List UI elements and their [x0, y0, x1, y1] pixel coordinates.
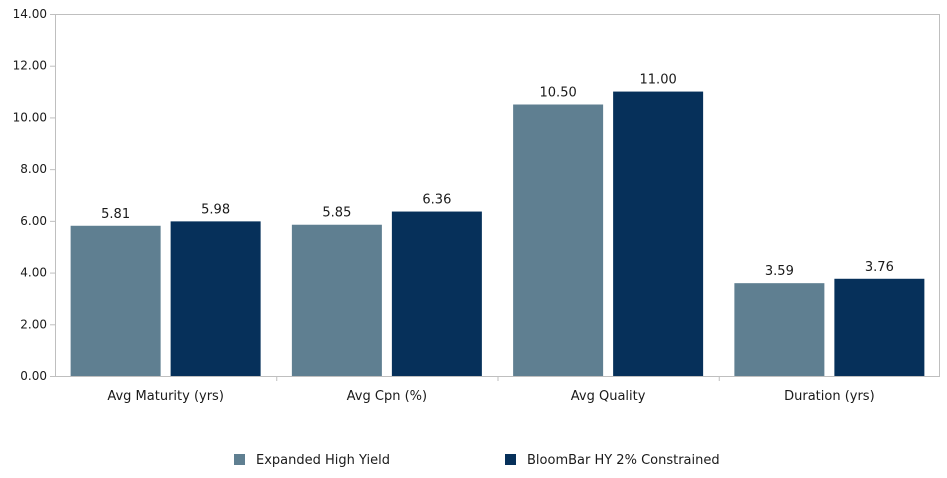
x-tick-label: Avg Cpn (%)	[347, 389, 427, 404]
data-label: 5.85	[322, 206, 351, 221]
y-tick-label: 14.00	[13, 7, 47, 21]
x-tick-label: Avg Maturity (yrs)	[107, 389, 224, 404]
bar	[513, 104, 604, 376]
y-tick-label: 12.00	[13, 59, 47, 73]
bar	[291, 224, 382, 376]
bar	[734, 283, 825, 376]
data-label: 3.76	[865, 260, 894, 275]
y-tick-label: 6.00	[20, 214, 47, 228]
bar	[613, 91, 704, 377]
bar	[391, 211, 482, 376]
y-tick-label: 10.00	[13, 110, 47, 124]
legend-label: BloomBar HY 2% Constrained	[527, 453, 720, 468]
bar	[70, 225, 161, 376]
bars	[70, 91, 925, 377]
data-label: 5.81	[101, 207, 130, 222]
y-tick-label: 4.00	[20, 266, 47, 280]
y-tick-label: 8.00	[20, 162, 47, 176]
x-axis: Avg Maturity (yrs) Avg Cpn (%) Avg Quality…	[107, 376, 875, 404]
bar	[834, 278, 925, 376]
data-label: 10.50	[540, 86, 577, 101]
data-labels: 5.81 5.98 5.85 6.36 10.50 11.00 3.59 3.76	[101, 73, 894, 280]
bar	[170, 221, 261, 376]
y-tick-label: 2.00	[20, 317, 47, 331]
legend-swatch	[234, 454, 245, 465]
data-label: 11.00	[640, 73, 677, 88]
data-label: 3.59	[765, 264, 794, 279]
y-axis: 0.00 2.00 4.00 6.00 8.00 10.00 12.00 14.00	[13, 7, 55, 383]
legend-swatch	[505, 454, 516, 465]
legend-label: Expanded High Yield	[256, 453, 390, 468]
x-tick-label: Avg Quality	[571, 389, 646, 404]
legend: Expanded High Yield BloomBar HY 2% Constr…	[234, 453, 720, 468]
x-tick-label: Duration (yrs)	[784, 389, 875, 404]
data-label: 6.36	[422, 193, 451, 208]
data-label: 5.98	[201, 202, 230, 217]
y-tick-label: 0.00	[20, 369, 47, 383]
